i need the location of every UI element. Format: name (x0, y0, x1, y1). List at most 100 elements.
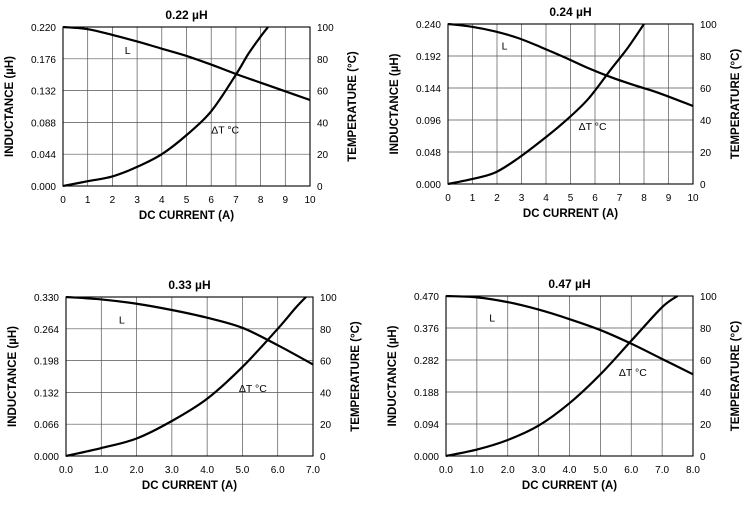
x-axis-label: DC CURRENT (A) (523, 208, 618, 220)
y2-tick-label: 40 (317, 118, 329, 129)
plot-frame (445, 295, 694, 457)
x-tick-label: 4 (159, 195, 165, 206)
x-axis-label: DC CURRENT (A) (142, 480, 237, 492)
y2-tick-label: 20 (320, 420, 332, 431)
inductance-label: L (502, 40, 508, 52)
y2-tick-label: 20 (700, 148, 712, 159)
y-tick-label: 0.470 (414, 292, 439, 303)
x-tick-label: 4 (543, 193, 549, 204)
x-tick-label: 0 (445, 193, 451, 204)
inductance-curve (63, 26, 310, 102)
x-tick-label: 10 (304, 195, 316, 206)
y-tick-label: 0.000 (416, 180, 441, 191)
y2-tick-label: 40 (320, 388, 332, 399)
x-tick-label: 1 (85, 195, 91, 206)
y-tick-label: 0.198 (34, 357, 59, 368)
y-tick-label: 0.192 (416, 52, 441, 63)
y2-axis-label: TEMPERATURE (°C) (730, 321, 742, 432)
x-tick-label: 4.0 (200, 465, 214, 476)
temperature-label: ΔT °C (211, 124, 239, 136)
y-tick-label: 0.240 (416, 20, 441, 31)
y2-tick-label: 60 (700, 84, 712, 95)
x-tick-label: 2.0 (501, 465, 515, 476)
inductance-label: L (125, 45, 131, 57)
y-tick-label: 0.376 (414, 324, 439, 335)
y-tick-label: 0.144 (416, 84, 441, 95)
y2-axis-label: TEMPERATURE (°C) (347, 51, 359, 162)
x-tick-label: 5 (568, 193, 574, 204)
temperature-curve (448, 23, 645, 185)
x-axis-label: DC CURRENT (A) (139, 210, 234, 222)
x-tick-label: 3.0 (165, 465, 179, 476)
y-tick-label: 0.188 (414, 388, 439, 399)
x-tick-label: 7.0 (306, 465, 320, 476)
y2-tick-label: 40 (700, 116, 712, 127)
plot-frame (62, 26, 311, 187)
y-axis-label: INDUCTANCE (µH) (4, 56, 16, 157)
y-tick-label: 0.282 (414, 356, 439, 367)
y-tick-label: 0.000 (414, 452, 439, 463)
y2-axis-label: TEMPERATURE (°C) (350, 321, 362, 432)
inductance-label: L (489, 312, 495, 324)
x-tick-label: 10 (687, 193, 699, 204)
x-tick-label: 1.0 (94, 465, 108, 476)
x-tick-label: 2 (110, 195, 116, 206)
temperature-curve (66, 296, 307, 457)
x-tick-label: 6 (208, 195, 214, 206)
y-tick-label: 0.048 (416, 148, 441, 159)
x-tick-label: 9 (283, 195, 289, 206)
y2-tick-label: 0 (317, 182, 323, 193)
x-axis-label: DC CURRENT (A) (522, 480, 617, 492)
x-tick-label: 8 (641, 193, 647, 204)
y2-tick-label: 100 (320, 293, 337, 304)
x-tick-label: 1.0 (470, 465, 484, 476)
y-tick-label: 0.096 (416, 116, 441, 127)
x-tick-label: 8 (258, 195, 264, 206)
y-tick-label: 0.132 (31, 87, 56, 98)
y-axis-label: INDUCTANCE (µH) (389, 53, 401, 154)
inductance-curve (446, 295, 693, 376)
y-tick-label: 0.088 (31, 118, 56, 129)
y2-tick-label: 0 (320, 452, 326, 463)
y2-tick-label: 20 (700, 420, 712, 431)
x-tick-label: 7 (233, 195, 239, 206)
y2-tick-label: 100 (317, 23, 334, 34)
y-axis-label: INDUCTANCE (µH) (387, 325, 399, 426)
x-tick-label: 7 (617, 193, 623, 204)
x-tick-label: 6.0 (271, 465, 285, 476)
x-tick-label: 4.0 (563, 465, 577, 476)
x-tick-label: 5 (184, 195, 190, 206)
chart-panel-3: 0.0 1.0 2.0 3.0 4.0 5.0 6.0 7.0 8.0 0.000 0 0.094 20… (387, 277, 742, 492)
chart-panel-2: 0.0 1.0 2.0 3.0 4.0 5.0 6.0 7.0 0.000 0 0.066 20 0.1… (7, 278, 362, 492)
y2-tick-label: 0 (700, 180, 706, 191)
y-tick-label: 0.066 (34, 420, 59, 431)
y-tick-label: 0.176 (31, 55, 56, 66)
y-tick-label: 0.330 (34, 293, 59, 304)
x-tick-label: 0.0 (59, 465, 73, 476)
x-tick-label: 8.0 (686, 465, 700, 476)
y-tick-label: 0.264 (34, 325, 59, 336)
y-tick-label: 0.220 (31, 23, 56, 34)
y2-tick-label: 100 (700, 292, 717, 303)
temperature-label: ΔT °C (579, 121, 607, 133)
y2-tick-label: 80 (700, 324, 712, 335)
inductance-curve (448, 23, 693, 108)
x-tick-label: 3 (134, 195, 140, 206)
x-tick-label: 7.0 (655, 465, 669, 476)
x-tick-label: 5.0 (593, 465, 607, 476)
y2-tick-label: 80 (320, 325, 332, 336)
y2-tick-label: 80 (700, 52, 712, 63)
x-tick-label: 5.0 (235, 465, 249, 476)
y2-tick-label: 60 (320, 357, 332, 368)
temperature-curve (63, 26, 269, 187)
y2-tick-label: 60 (700, 356, 712, 367)
chart-title: 0.33 µH (168, 278, 210, 292)
y-tick-label: 0.000 (34, 452, 59, 463)
plot-frame (65, 296, 314, 457)
y2-tick-label: 20 (317, 150, 329, 161)
chart-panel-0: 0 1 2 3 4 5 6 7 8 9 10 0.000 0 0.044 20 0.088 40 0.132 60 0… (4, 8, 359, 222)
y-axis-label: INDUCTANCE (µH) (7, 326, 19, 427)
y2-tick-label: 0 (700, 452, 706, 463)
